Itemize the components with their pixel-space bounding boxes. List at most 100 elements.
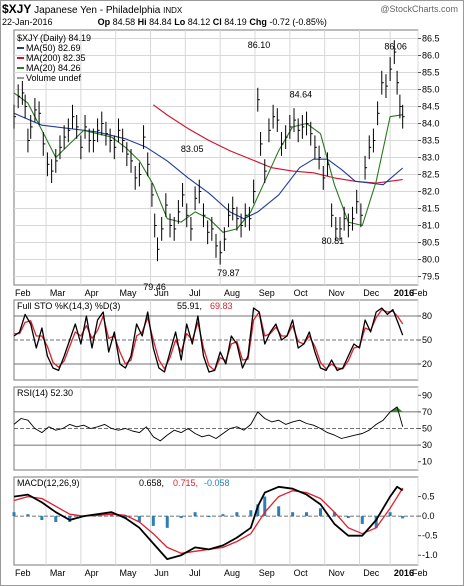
macd-histogram-bar xyxy=(165,516,169,528)
price-annotation: 80.81 xyxy=(322,236,345,246)
x-tick-label: Feb xyxy=(412,288,428,298)
date-label: 22-Jan-2016 xyxy=(2,17,53,27)
symbol-label: $XJY xyxy=(2,2,32,16)
x-tick-label: Dec xyxy=(363,568,380,578)
macd-histogram-bar xyxy=(277,506,281,517)
macd-label: MACD(12,26,9) xyxy=(17,478,80,488)
y-tick-label: 80.5 xyxy=(422,238,440,248)
exchange-label: INDX xyxy=(163,6,183,15)
macd-histogram-bar xyxy=(40,516,44,521)
price-annotation: 84.64 xyxy=(290,90,313,100)
legend-entry: Volume undef xyxy=(26,73,82,83)
macd-signal-value: 0.715, xyxy=(173,478,198,488)
x-tick-label: Aug xyxy=(224,288,240,298)
macd-histogram-bar xyxy=(193,512,197,517)
y-tick-label: 10 xyxy=(422,457,432,467)
y-tick-label: 90 xyxy=(422,390,432,400)
y-tick-label: 83.5 xyxy=(422,136,440,146)
x-tick-label: Dec xyxy=(363,288,380,298)
sto-label: Full STO %K(14,3) %D(3) xyxy=(17,301,120,311)
macd-histogram-bar xyxy=(291,512,295,517)
x-tick-label: Apr xyxy=(85,288,99,298)
rsi-label: RSI(14) 52.30 xyxy=(17,388,73,398)
macd-line xyxy=(13,485,404,560)
quote-row: 22-Jan-2016 Op 84.58 Hi 84.84 Lo 84.12 C… xyxy=(2,17,327,27)
price-annotation: 79.46 xyxy=(143,282,166,292)
legend-entry: MA(20) 84.26 xyxy=(26,63,81,73)
macd-histogram-bar xyxy=(26,514,30,517)
y-tick-label: 50 xyxy=(422,335,432,345)
x-tick-label: Oct xyxy=(294,568,309,578)
legend-entry: MA(200) 82.35 xyxy=(26,53,86,63)
x-tick-label: May xyxy=(119,288,137,298)
y-tick-label: 70 xyxy=(422,407,432,417)
y-tick-label: 79.5 xyxy=(422,272,440,282)
y-tick-label: 81.0 xyxy=(422,221,440,231)
sto-k-line xyxy=(13,307,404,373)
y-tick-label: 30 xyxy=(422,440,432,450)
high-label: Hi xyxy=(137,17,147,27)
macd-histogram-bar xyxy=(388,512,392,517)
y-tick-label: 84.0 xyxy=(422,119,440,129)
x-tick-label: Jun xyxy=(154,288,169,298)
high-value: 84.84 xyxy=(149,17,172,27)
open-label: Op xyxy=(97,17,111,27)
macd-histogram-bar xyxy=(263,496,267,517)
macd-histogram-bar xyxy=(221,514,225,517)
macd-histogram-bar xyxy=(54,516,58,522)
macd-histogram-bar xyxy=(332,512,336,517)
macd-histogram-bar xyxy=(249,510,253,517)
x-tick-label: Jul xyxy=(189,288,201,298)
panel-3-border xyxy=(13,476,419,566)
x-tick-label: Mar xyxy=(50,568,66,578)
price-annotation: 86.10 xyxy=(248,40,271,50)
x-tick-label: Sep xyxy=(259,568,275,578)
price-annotation: 86.06 xyxy=(384,41,407,51)
instrument-name: Japanese Yen - Philadelphia xyxy=(34,5,161,16)
watermark: @StockCharts.com xyxy=(380,4,458,14)
y-tick-label: 85.0 xyxy=(422,85,440,95)
rsi-line xyxy=(13,406,404,442)
x-tick-label: Apr xyxy=(85,568,99,578)
macd-histogram-bar xyxy=(137,516,141,522)
y-tick-label: 82.0 xyxy=(422,187,440,197)
macd-histogram-bar xyxy=(110,514,114,517)
legend-price-entry: (Daily) 84.19 xyxy=(40,33,91,43)
x-tick-label: Feb xyxy=(15,288,31,298)
change-label: Chg xyxy=(249,17,267,27)
x-tick-label: 2016 xyxy=(394,568,414,578)
legend-symbol: $XJY xyxy=(17,33,39,43)
macd-histogram-bar xyxy=(346,516,350,519)
price-annotation: 79.87 xyxy=(217,268,240,278)
x-tick-label: May xyxy=(119,568,137,578)
y-tick-label: 84.5 xyxy=(422,102,440,112)
chart-header-title: $XJY Japanese Yen - Philadelphia INDX xyxy=(2,2,182,16)
macd-value: 0.658, xyxy=(139,478,164,488)
y-tick-label: -1.0 xyxy=(422,550,438,560)
y-tick-label: 86.5 xyxy=(422,34,440,44)
x-tick-label: Oct xyxy=(294,288,309,298)
legend-entry: MA(50) 82.69 xyxy=(26,43,81,53)
macd-histogram-bar xyxy=(305,512,309,517)
x-tick-label: Feb xyxy=(412,568,428,578)
sto-d-line xyxy=(14,308,404,372)
macd-histogram-bar xyxy=(235,512,239,517)
macd-histogram-bar xyxy=(256,504,260,517)
macd-histogram-bar xyxy=(401,516,405,519)
open-value: 84.58 xyxy=(112,17,136,27)
macd-histogram-bar xyxy=(318,508,322,517)
x-tick-label: Jul xyxy=(189,568,201,578)
y-tick-label: 83.0 xyxy=(422,153,440,163)
x-tick-label: Aug xyxy=(224,568,240,578)
low-value: 84.12 xyxy=(187,17,211,27)
y-tick-label: 80 xyxy=(422,311,432,321)
y-tick-label: 85.5 xyxy=(422,68,440,78)
ma20-line xyxy=(13,92,403,233)
macd-histogram-bar xyxy=(207,516,211,518)
low-label: Lo xyxy=(174,17,186,27)
y-tick-label: 80.0 xyxy=(422,255,440,265)
price-annotation: 83.05 xyxy=(181,144,204,154)
x-tick-label: Nov xyxy=(328,568,345,578)
y-tick-label: 20 xyxy=(422,359,432,369)
